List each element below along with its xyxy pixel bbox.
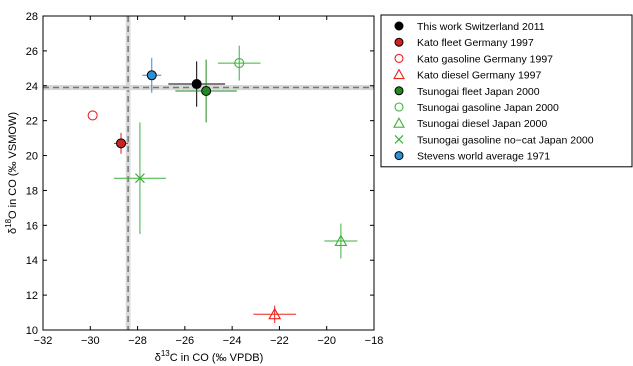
y-tick-label: 22 xyxy=(26,116,38,128)
legend-item: Kato diesel Germany 1997 xyxy=(393,68,541,82)
legend-label: Tsunogai gasoline no−cat Japan 2000 xyxy=(417,134,594,146)
x-tick-label: −22 xyxy=(270,335,289,347)
series-tsunogai-gasoline-no-cat-japan-2000 xyxy=(113,122,166,235)
legend-marker xyxy=(394,37,404,47)
y-tick-label: 10 xyxy=(26,325,38,337)
x-tick-label: −26 xyxy=(176,335,195,347)
series-stevens-world-average-1971 xyxy=(142,57,162,93)
legend-item: Tsunogai fleet Japan 2000 xyxy=(394,86,540,98)
y-tick-label: 26 xyxy=(26,46,38,58)
data-point xyxy=(87,110,98,121)
legend-label: Tsunogai fleet Japan 2000 xyxy=(417,86,540,98)
legend-label: Kato fleet Germany 1997 xyxy=(417,37,534,49)
x-axis-label-sup: 13 xyxy=(161,349,170,358)
data-point xyxy=(268,307,282,320)
y-axis-label-prefix: δ xyxy=(7,228,19,234)
legend-item: Tsunogai gasoline no−cat Japan 2000 xyxy=(394,134,594,146)
cross-stroke-b xyxy=(135,173,145,184)
legend-item: This work Switzerland 2011 xyxy=(394,21,545,33)
legend: This work Switzerland 2011 Kato fleet Ger… xyxy=(380,14,633,168)
x-axis-label-prefix: δ xyxy=(155,352,161,364)
series-kato-fleet-germany-1997 xyxy=(113,132,129,154)
y-tick-label: 16 xyxy=(26,220,38,232)
legend-label: This work Switzerland 2011 xyxy=(417,21,545,33)
y-axis-label: δ18O in CO (‰ VSMOW) xyxy=(4,112,19,234)
y-tick-label: 12 xyxy=(26,290,38,302)
legend-marker xyxy=(393,117,405,128)
legend-item: Stevens world average 1971 xyxy=(394,151,550,163)
legend-label: Kato gasoline Germany 1997 xyxy=(417,53,553,65)
series-this-work-switzerland-2011 xyxy=(168,61,226,107)
legend-label: Kato diesel Germany 1997 xyxy=(417,70,541,82)
legend-marker xyxy=(394,151,404,161)
x-axis-label: δ13C in CO (‰ VPDB) xyxy=(155,349,264,364)
legend-marker xyxy=(393,68,405,80)
data-point xyxy=(201,86,212,97)
x-tick-label: −20 xyxy=(317,335,336,347)
series-kato-diesel-germany-1997 xyxy=(253,305,296,324)
x-axis-label-rest: C in CO (‰ VPDB) xyxy=(170,352,264,364)
series-tsunogai-diesel-japan-2000 xyxy=(324,223,358,259)
y-tick-label: 14 xyxy=(26,255,38,267)
y-tick-label: 20 xyxy=(26,151,38,163)
data-point xyxy=(135,173,145,184)
legend-marker xyxy=(394,21,404,31)
legend-item: Kato gasoline Germany 1997 xyxy=(394,53,553,65)
plot-frame xyxy=(42,15,375,331)
legend-marker xyxy=(394,102,404,112)
series-tsunogai-gasoline-japan-2000 xyxy=(217,45,261,81)
legend-item: Tsunogai gasoline Japan 2000 xyxy=(394,102,559,114)
legend-label: Tsunogai diesel Japan 2000 xyxy=(417,118,547,130)
legend-item: Kato fleet Germany 1997 xyxy=(394,37,534,49)
legend-marker xyxy=(394,86,404,96)
legend-label: Tsunogai gasoline Japan 2000 xyxy=(417,102,559,114)
y-axis-label-sup: 18 xyxy=(4,218,13,227)
series-kato-gasoline-germany-1997 xyxy=(87,110,98,121)
x-tick-label: −18 xyxy=(365,335,384,347)
x-tick-label: −28 xyxy=(128,335,147,347)
x-tick-label: −30 xyxy=(81,335,100,347)
data-point xyxy=(116,138,127,149)
legend-marker xyxy=(394,53,404,63)
legend-label: Stevens world average 1971 xyxy=(417,151,550,163)
x-tick-label: −24 xyxy=(223,335,242,347)
vertical-reference-band xyxy=(125,16,131,330)
legend-box xyxy=(380,14,633,168)
data-point xyxy=(191,79,202,90)
data-point xyxy=(234,58,245,69)
y-tick-label: 18 xyxy=(26,185,38,197)
legend-marker xyxy=(394,134,404,144)
y-tick-label: 28 xyxy=(26,11,38,23)
data-point xyxy=(334,234,348,246)
y-axis-label-rest: O in CO (‰ VSMOW) xyxy=(7,112,19,219)
data-point xyxy=(146,70,157,81)
legend-item: Tsunogai diesel Japan 2000 xyxy=(393,117,547,130)
plot-area: −32 −30 −28 −26 −24 −22 −20 −18 10 12 14 16 18 20 22 24… xyxy=(26,11,384,347)
y-tick-label: 24 xyxy=(26,81,38,93)
x-tick-label: −32 xyxy=(34,335,53,347)
series-tsunogai-fleet-japan-2000 xyxy=(175,59,237,123)
cross-stroke-b xyxy=(394,134,404,144)
